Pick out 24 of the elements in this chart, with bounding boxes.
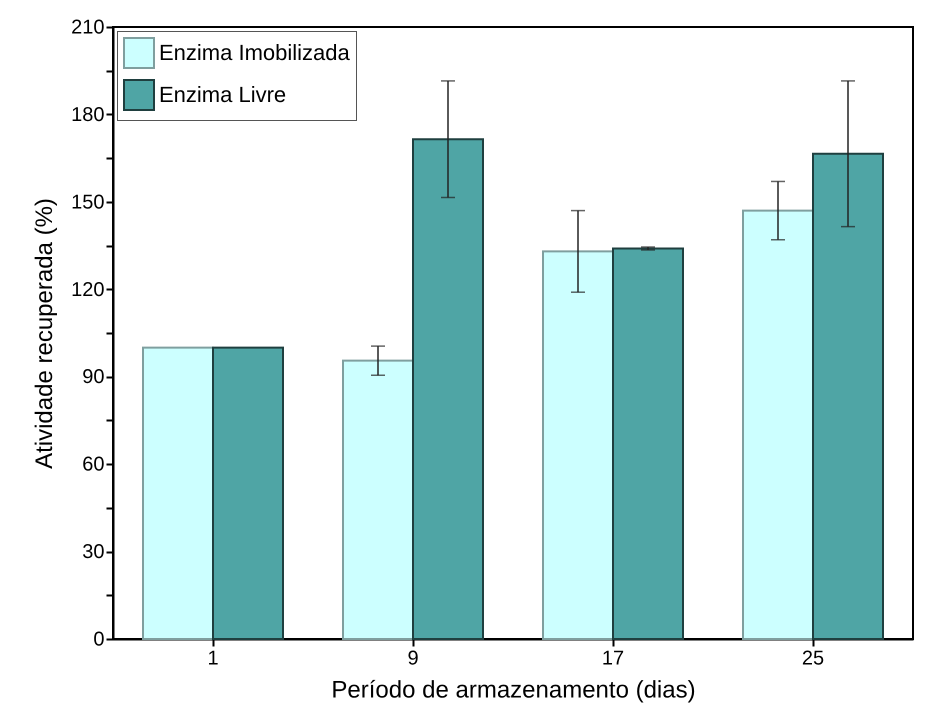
- y-tick-label: 150: [71, 191, 104, 214]
- x-tick-label: 1: [207, 648, 219, 670]
- legend-label: Enzima Livre: [159, 82, 286, 107]
- bar: [542, 250, 614, 640]
- bar: [212, 346, 284, 640]
- bar: [612, 247, 684, 640]
- bar: [742, 210, 814, 640]
- y-tick-label: 0: [93, 628, 104, 650]
- y-tick-label: 30: [82, 541, 104, 564]
- x-tick-label: 25: [802, 648, 824, 670]
- bar: [412, 138, 484, 640]
- y-tick-label: 210: [71, 16, 104, 38]
- legend-label: Enzima Imobilizada: [159, 40, 351, 65]
- x-tick-label: 17: [602, 648, 624, 670]
- y-axis-title: Atividade recuperada (%): [31, 198, 58, 469]
- y-tick-label: 60: [82, 454, 104, 476]
- x-tick-label: 9: [407, 648, 419, 670]
- bar: [812, 152, 884, 640]
- y-tick-label: 120: [71, 278, 104, 301]
- x-axis-title: Período de armazenamento (dias): [331, 676, 696, 704]
- bar: [342, 360, 414, 640]
- bar: [142, 346, 214, 640]
- y-tick-label: 90: [82, 366, 104, 388]
- y-tick-label: 180: [71, 104, 104, 126]
